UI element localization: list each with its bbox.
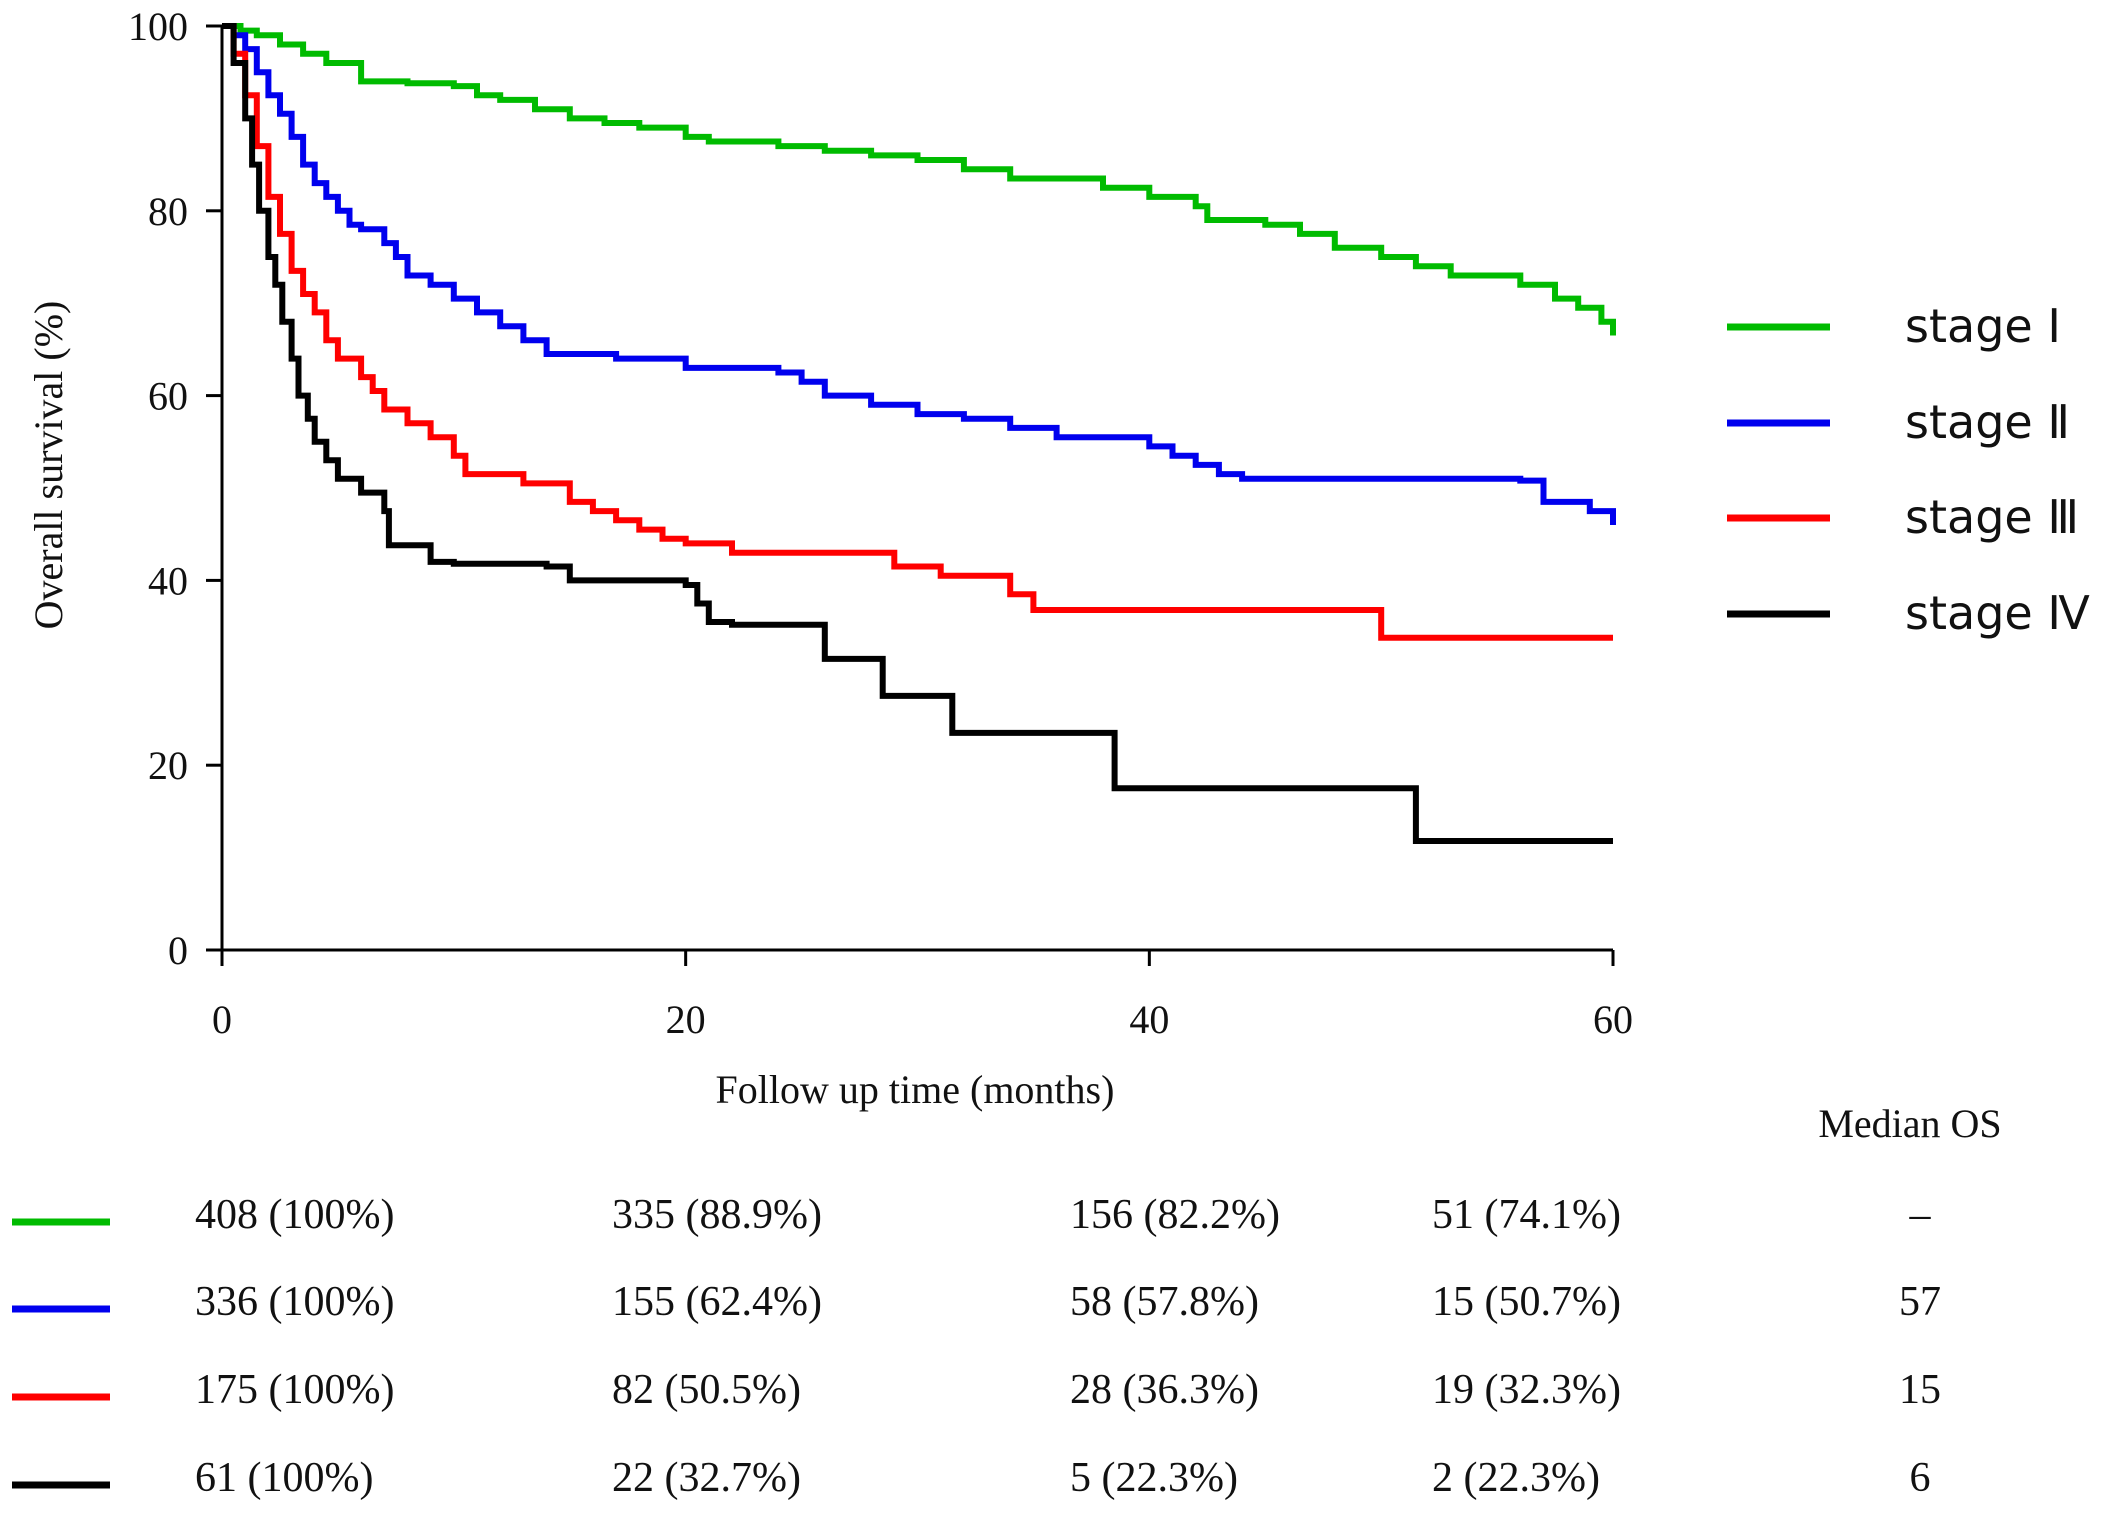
legend-label: stage Ⅱ [1905,395,2070,449]
y-tick-label: 0 [168,928,188,973]
plot-curves [222,23,1616,844]
x-axis-label: Follow up time (months) [716,1067,1115,1112]
y-tick-label: 80 [148,189,188,234]
y-axis-label: Overall survival (%) [26,301,71,630]
x-tick-label: 20 [666,997,706,1042]
median-os-value: 6 [1910,1455,1931,1501]
y-tick-label: 40 [148,558,188,603]
legend-label: stage Ⅰ [1905,299,2061,353]
survival-curve-stage-2 [222,23,1616,525]
x-tick-label: 40 [1129,997,1169,1042]
risk-table-cell: 61 (100%) [195,1455,373,1501]
legend-label: stage Ⅳ [1905,586,2090,640]
risk-table-cell: 335 (88.9%) [612,1192,822,1238]
risk-table-cell: 156 (82.2%) [1070,1192,1280,1238]
axes: 0 20 40 60 0 20 40 60 80 100 Follow up time (mon… [26,4,1633,1112]
y-tick-label: 60 [148,374,188,419]
x-tick-label: 0 [212,997,232,1042]
risk-table-cell: 155 (62.4%) [612,1279,822,1325]
y-tick-label: 100 [128,4,188,49]
survival-curve-stage-1 [222,23,1616,336]
risk-table-cell: 5 (22.3%) [1070,1455,1238,1501]
median-os-value: – [1909,1192,1932,1238]
risk-table-cell: 82 (50.5%) [612,1367,801,1413]
survival-curve-stage-4 [222,23,1613,844]
x-tick-label: 60 [1593,997,1633,1042]
median-os-header: Median OS [1818,1101,2001,1146]
risk-table-cell: 2 (22.3%) [1432,1455,1600,1501]
risk-table: Median OS 408 (100%) 335 (88.9%) 156 (82.2… [12,1101,2002,1501]
risk-table-cell: 22 (32.7%) [612,1455,801,1501]
survival-curve-stage-3 [222,23,1613,641]
median-os-value: 15 [1899,1367,1941,1413]
median-os-value: 57 [1899,1279,1941,1325]
risk-table-cell: 28 (36.3%) [1070,1367,1259,1413]
risk-table-cell: 19 (32.3%) [1432,1367,1621,1413]
x-ticks: 0 20 40 60 [212,950,1633,1042]
risk-table-cell: 15 (50.7%) [1432,1279,1621,1325]
risk-table-cell: 408 (100%) [195,1192,394,1238]
legend: stage Ⅰ stage Ⅱ stage Ⅲ stage Ⅳ [1727,299,2090,640]
risk-table-cell: 58 (57.8%) [1070,1279,1259,1325]
y-ticks: 0 20 40 60 80 100 [128,4,222,973]
y-tick-label: 20 [148,743,188,788]
risk-table-cell: 175 (100%) [195,1367,394,1413]
legend-label: stage Ⅲ [1905,490,2079,544]
risk-table-cell: 51 (74.1%) [1432,1192,1621,1238]
risk-table-cell: 336 (100%) [195,1279,394,1325]
